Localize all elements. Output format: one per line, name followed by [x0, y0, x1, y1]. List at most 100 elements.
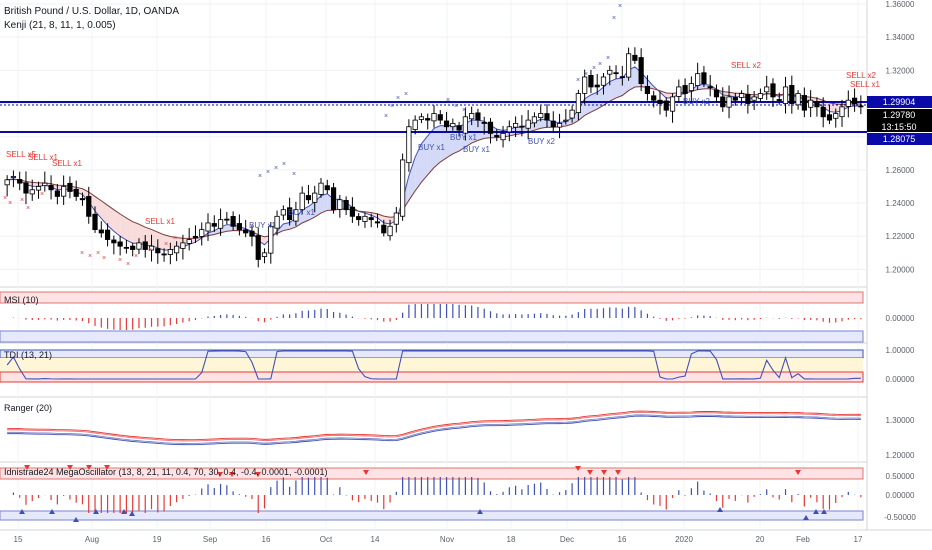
candle-body: [406, 126, 412, 164]
candle: [770, 78, 776, 107]
candle-body: [713, 89, 720, 98]
candle-body: [651, 95, 657, 101]
candle-body: [92, 213, 98, 231]
sell-cross-icon: ×: [88, 253, 92, 260]
candle-body: [412, 119, 418, 130]
candle: [757, 88, 764, 102]
candle: [720, 87, 726, 112]
candle: [820, 97, 826, 128]
candle-body: [531, 116, 538, 124]
cloud-segment: [440, 125, 447, 163]
buy-cross-icon: ×: [576, 77, 580, 84]
sell-cross-icon: ×: [148, 247, 152, 254]
cloud-segment: [584, 94, 591, 116]
candle-body: [48, 184, 54, 191]
candle: [469, 106, 475, 126]
msi-bands: [0, 291, 864, 343]
candle: [613, 65, 619, 79]
candle-body: [720, 96, 726, 108]
time-tick-label: 16: [618, 535, 627, 544]
price-axis[interactable]: 1.200001.220001.240001.260001.280001.300…: [884, 0, 916, 522]
cloud-segment: [616, 78, 623, 98]
time-tick-label: 19: [153, 535, 162, 544]
candle: [280, 205, 286, 221]
buy-triangle-icon: [93, 509, 99, 514]
candle: [293, 201, 299, 226]
sell-label: SELL x2: [846, 71, 876, 80]
candle: [29, 179, 35, 201]
candle: [349, 197, 355, 223]
candle: [104, 223, 111, 247]
candle: [801, 87, 807, 118]
candle-body: [167, 249, 173, 255]
candle-body: [626, 53, 632, 78]
candle: [330, 182, 337, 214]
time-tick-label: Oct: [320, 535, 333, 544]
candle-body: [682, 85, 688, 94]
buy-cross-icon: ×: [274, 165, 278, 172]
buy-triangle-icon: [813, 509, 819, 514]
cloud-segment: [283, 222, 290, 231]
buy-triangle-icon: [49, 509, 55, 514]
sell-triangle-icon: [217, 472, 223, 477]
time-tick-label: Nov: [440, 535, 454, 544]
candle-body: [525, 119, 531, 129]
candle-body: [4, 179, 10, 186]
candle-body: [79, 198, 86, 201]
price-tick-label: 1.24000: [886, 199, 915, 208]
candle-body: [443, 120, 450, 128]
candle-body: [556, 123, 563, 128]
candle-body: [161, 253, 167, 256]
candle-body: [657, 99, 663, 104]
candle: [211, 215, 217, 232]
sell-triangle-icon: [615, 470, 621, 475]
candle: [368, 213, 374, 228]
candle-body: [776, 99, 782, 101]
candle-body: [582, 76, 588, 94]
candle: [86, 186, 92, 224]
candle-body: [249, 230, 255, 237]
candle-body: [230, 216, 236, 227]
candle-body: [569, 109, 575, 119]
buy-label: BUY x1: [463, 145, 491, 154]
time-tick-label: 14: [371, 535, 380, 544]
candle: [312, 185, 318, 213]
time-tick-label: Dec: [560, 535, 574, 544]
candle-body: [563, 119, 569, 122]
cloud-segment: [107, 205, 114, 232]
cloud-segment: [157, 232, 165, 251]
candle: [726, 85, 732, 119]
candle-body: [826, 114, 833, 121]
candle: [268, 222, 274, 264]
buy-label: BUY x1: [288, 208, 316, 217]
time-tick-label: Sep: [203, 535, 218, 544]
candle-body: [224, 218, 230, 221]
cloud-segment: [383, 216, 391, 224]
candle-body: [117, 241, 123, 247]
candle-body: [450, 123, 456, 128]
cloud-segment: [434, 125, 441, 168]
candle-body: [324, 185, 330, 191]
candle: [243, 219, 249, 238]
buy-cross-icon: ×: [292, 171, 296, 178]
buy-cross-icon: ×: [592, 65, 596, 72]
candle: [513, 116, 519, 138]
candle: [808, 90, 814, 118]
time-axis[interactable]: 15 Aug 19 Sep 16 Oct 14 Nov 18 Dec 16 2020 20 Feb 17: [14, 535, 863, 544]
cloud-segment: [302, 206, 309, 223]
candle-body: [801, 95, 807, 111]
candle-body: [111, 239, 117, 244]
buy-cross-icon: ×: [258, 173, 262, 180]
candle-body: [550, 120, 556, 128]
candle: [494, 129, 500, 142]
candle-body: [387, 225, 393, 237]
sell-cross-icon: ×: [26, 205, 30, 212]
candle: [305, 184, 312, 204]
candle: [839, 99, 845, 127]
mega-bands: [0, 467, 864, 521]
buy-label: BUY x1: [450, 133, 478, 142]
candle: [500, 126, 506, 148]
cloud-segment: [427, 128, 434, 175]
cloud-segment: [145, 227, 152, 246]
